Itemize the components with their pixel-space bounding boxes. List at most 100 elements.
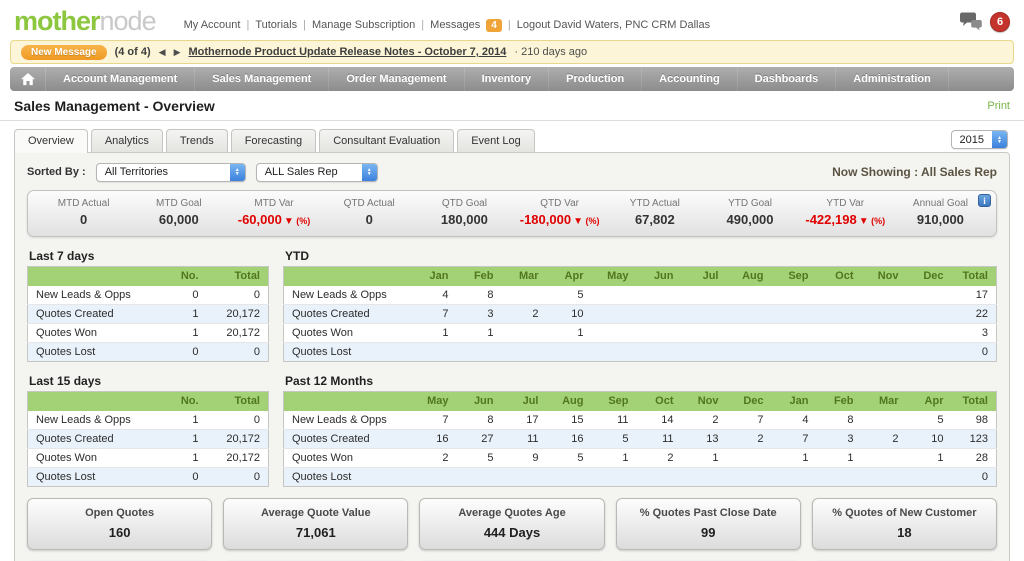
new-message-button[interactable]: New Message bbox=[21, 44, 107, 60]
nav-item-dashboards[interactable]: Dashboards bbox=[738, 67, 837, 91]
nav-item-account-management[interactable]: Account Management bbox=[46, 67, 196, 91]
table-cell: 7 bbox=[771, 429, 817, 449]
tab-analytics[interactable]: Analytics bbox=[90, 129, 163, 152]
nav-item-sales-management[interactable]: Sales Management bbox=[195, 67, 330, 91]
table-cell bbox=[681, 304, 727, 324]
messages-link[interactable]: Messages bbox=[430, 19, 481, 31]
metrics-row-quotes: Open Quotes 160 Average Quote Value 71,061 A… bbox=[27, 498, 998, 550]
table-cell bbox=[726, 304, 772, 324]
tab-overview[interactable]: Overview bbox=[14, 129, 88, 153]
nav-item-administration[interactable]: Administration bbox=[836, 67, 949, 91]
now-showing-label: Now Showing : All Sales Rep bbox=[832, 165, 997, 179]
table-cell: 9 bbox=[501, 448, 547, 468]
table-cell bbox=[546, 467, 592, 487]
table-cell bbox=[906, 323, 952, 343]
overview-panel: Sorted By : All Territories ▲ ▼ ALL Sales… bbox=[14, 152, 1010, 561]
table-cell: 11 bbox=[636, 429, 682, 449]
table-cell: 7 bbox=[757, 413, 764, 426]
table-cell: 16 bbox=[546, 429, 592, 449]
nav-item-accounting[interactable]: Accounting bbox=[642, 67, 738, 91]
column-header: Sep bbox=[771, 266, 817, 286]
column-header: Aug bbox=[546, 391, 592, 411]
metric-quotes-of-new-customer: % Quotes of New Customer 18 bbox=[811, 498, 998, 550]
title-row: Sales Management - Overview Print bbox=[0, 91, 1024, 121]
logout-link[interactable]: Logout David Waters, PNC CRM Dallas bbox=[516, 19, 711, 31]
tab-consultant-evaluation[interactable]: Consultant Evaluation bbox=[319, 129, 455, 152]
stat-label: YTD Actual bbox=[629, 198, 680, 209]
mothernode-logo[interactable]: mothernode bbox=[14, 6, 157, 36]
table-cell bbox=[636, 304, 682, 324]
table-cell: 1 bbox=[816, 448, 862, 468]
percent-suffix: (%) bbox=[293, 216, 311, 226]
tab-forecasting[interactable]: Forecasting bbox=[230, 129, 317, 152]
stat-value: 0 bbox=[79, 212, 88, 227]
nav-item-production[interactable]: Production bbox=[549, 67, 643, 91]
table-row: Quotes Won 1 20,172 bbox=[27, 448, 269, 468]
table-cell bbox=[636, 467, 682, 487]
stat-value: 0 bbox=[365, 212, 373, 227]
table-row: Quotes Created 16 27 11 16 5 11 13 2 7 3 2 10 123 bbox=[283, 429, 997, 449]
tutorials-link[interactable]: Tutorials bbox=[255, 19, 298, 31]
table-cell: 4 bbox=[802, 413, 809, 426]
table-cell: 1 bbox=[906, 448, 952, 468]
message-age: · 210 days ago bbox=[514, 46, 588, 58]
tab-trends[interactable]: Trends bbox=[165, 129, 228, 152]
messages-count-badge: 4 bbox=[486, 18, 502, 32]
year-select-value: 2015 bbox=[959, 133, 984, 146]
table-cell bbox=[591, 304, 637, 324]
select-stepper-icon: ▲ ▼ bbox=[229, 163, 245, 181]
print-link[interactable]: Print bbox=[987, 100, 1010, 112]
column-header bbox=[27, 266, 165, 286]
page-title: Sales Management - Overview bbox=[14, 98, 215, 114]
year-select[interactable]: 2015 ▲ ▼ bbox=[950, 130, 1008, 149]
table-row: New Leads & Opps 7 8 17 15 11 14 2 7 4 8 5 98 bbox=[284, 411, 997, 430]
info-icon[interactable]: i bbox=[978, 194, 991, 207]
table-cell bbox=[636, 342, 682, 362]
table-cell bbox=[636, 323, 682, 343]
table-title: Last 15 days bbox=[29, 374, 102, 388]
column-header: Apr bbox=[546, 266, 592, 286]
column-header: No. bbox=[164, 391, 207, 411]
manage-subscription-link[interactable]: Manage Subscription bbox=[311, 19, 416, 31]
stat-label: Annual Goal bbox=[912, 198, 968, 209]
table-cell bbox=[456, 467, 502, 487]
message-title-link[interactable]: Mothernode Product Update Release Notes … bbox=[188, 46, 507, 58]
table-cell: 2 bbox=[726, 429, 772, 449]
metric-label: Average Quote Value bbox=[260, 507, 371, 519]
top-header: mothernode My Account | Tutorials | Mana… bbox=[0, 0, 1024, 40]
table-cell: 17 bbox=[975, 288, 988, 301]
home-icon[interactable] bbox=[10, 67, 46, 91]
next-message-arrow-icon[interactable]: ▶ bbox=[173, 46, 181, 57]
row-label: New Leads & Opps bbox=[292, 413, 387, 426]
table-cell: 10 bbox=[906, 429, 952, 449]
territory-select-value: All Territories bbox=[104, 166, 169, 178]
tab-event-log[interactable]: Event Log bbox=[457, 129, 535, 152]
table-cell bbox=[771, 342, 817, 362]
table-cell: 0 bbox=[951, 467, 997, 487]
table-cell: 2 bbox=[501, 304, 547, 324]
table-row: Quotes Created 1 20,172 bbox=[27, 429, 269, 449]
stat-ytd-goal: YTD Goal 490,000 bbox=[702, 198, 797, 227]
nav-item-order-management[interactable]: Order Management bbox=[329, 67, 465, 91]
table-cell: 0 bbox=[164, 342, 207, 362]
previous-message-arrow-icon[interactable]: ◀ bbox=[158, 46, 166, 57]
nav-item-inventory[interactable]: Inventory bbox=[465, 67, 550, 91]
table-title: Last 7 days bbox=[29, 249, 95, 263]
chat-icon[interactable] bbox=[958, 12, 984, 32]
stat-value: -180,000 ▼ (%) bbox=[519, 212, 600, 227]
column-header: Jul bbox=[501, 391, 547, 411]
separator: | bbox=[246, 19, 250, 31]
table-cell bbox=[817, 286, 862, 305]
my-account-link[interactable]: My Account bbox=[183, 19, 241, 31]
tables-row-2: Last 15 days No. Total New Leads & Opps 1 0 Qu… bbox=[27, 372, 997, 487]
table-cell: 28 bbox=[951, 448, 997, 468]
table-cell bbox=[591, 467, 637, 487]
table-cell bbox=[906, 342, 952, 362]
sales-rep-select[interactable]: ALL Sales Rep ▲ ▼ bbox=[255, 162, 378, 182]
metric-label: % Quotes Past Close Date bbox=[639, 507, 777, 519]
stat-value: 67,802 bbox=[634, 212, 675, 227]
stat-label: QTD Actual bbox=[343, 198, 395, 209]
territory-select[interactable]: All Territories ▲ ▼ bbox=[95, 162, 246, 182]
stat-value: 60,000 bbox=[158, 212, 199, 227]
column-header: Sep bbox=[591, 391, 637, 411]
